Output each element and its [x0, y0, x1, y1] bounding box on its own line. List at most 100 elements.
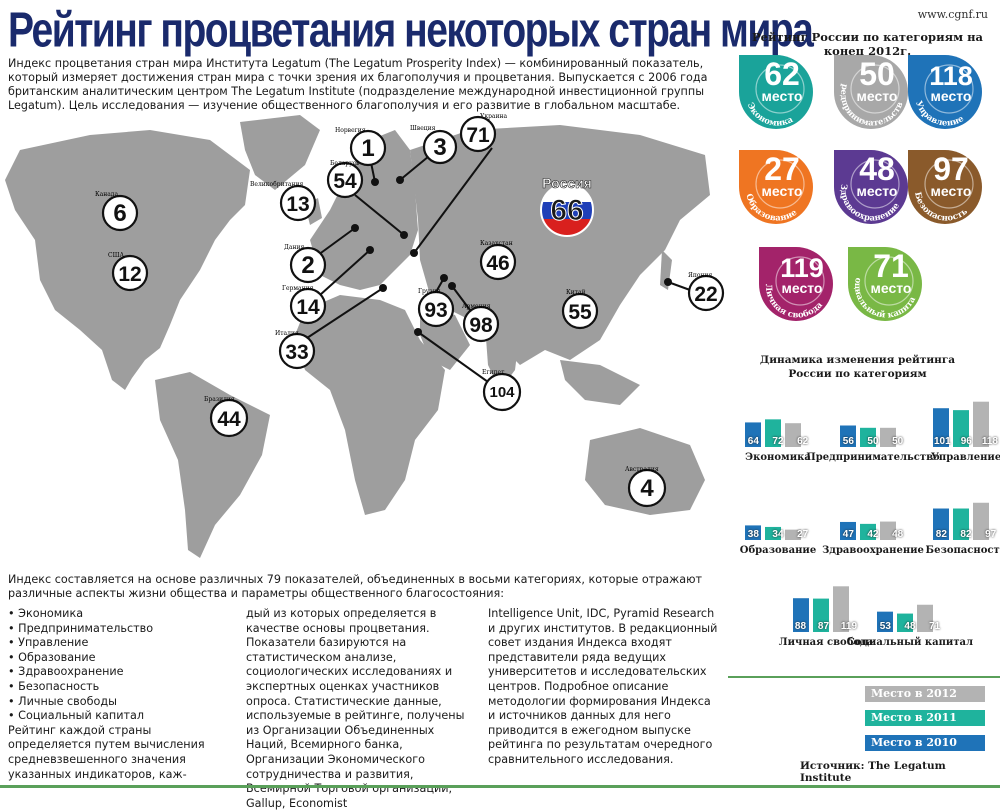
marker-circle: [462, 305, 500, 343]
badge-ring: [924, 64, 974, 114]
list-item: Образование: [8, 651, 236, 666]
europe-shape: [310, 130, 418, 290]
badge-shape: [759, 247, 833, 321]
badge-shape: [834, 150, 908, 224]
marker-circle: [111, 254, 149, 292]
divider: [728, 676, 1000, 678]
bar-value-label: 42: [867, 529, 879, 540]
country-rank: 6: [113, 200, 126, 227]
ranking-badge: 27 место Образование: [737, 148, 815, 226]
bar-value-label: 82: [935, 529, 947, 540]
bar-value-label: 34: [772, 529, 784, 540]
badge-rank: 71: [873, 248, 909, 284]
bar-2010: [840, 425, 856, 447]
bar-values: 47 42 48: [836, 529, 910, 540]
country-rank: 98: [469, 314, 493, 337]
badge-rank: 62: [764, 56, 800, 92]
country-rank: 46: [486, 252, 509, 275]
country-name: Норвегия: [335, 127, 366, 134]
country-rank: 3: [433, 134, 446, 161]
marker-circle: [459, 115, 497, 153]
country-name: Австралия: [625, 466, 659, 473]
bar-2012: [785, 529, 801, 540]
badge-place-word: место: [871, 280, 912, 296]
chart-category-label: Личная свобода: [778, 637, 874, 648]
bar-values: 53 48 71: [873, 621, 947, 632]
badge-shape: [834, 55, 908, 129]
bar-2012: [880, 521, 896, 540]
badge-rank: 27: [764, 151, 800, 187]
country-name: Бразилия: [204, 396, 235, 403]
ranking-badge: 119 место Личная свобода: [757, 245, 835, 323]
badge-place-word: место: [857, 183, 898, 199]
bar-value-label: 101: [934, 436, 951, 447]
bar-value-label: 62: [797, 436, 809, 447]
country-name: Грузия: [418, 288, 441, 295]
marker-circle: [289, 246, 327, 284]
marker-circle: [101, 194, 139, 232]
location-dot: [448, 282, 456, 290]
country-name: Дания: [284, 244, 304, 251]
bar-value-label: 27: [797, 529, 809, 540]
bar-value-label: 56: [842, 436, 854, 447]
bar-2010: [793, 598, 809, 632]
badge-place-word: место: [857, 88, 898, 104]
marker-circle: [349, 129, 387, 167]
country-name: Швеция: [410, 125, 436, 132]
chart-bars: [745, 525, 801, 540]
intro-text: Индекс процветания стран мира Института …: [8, 57, 708, 112]
legend-item-2010: Место в 2010 году: [865, 735, 985, 765]
bar-value-label: 72: [772, 436, 784, 447]
bar-2011: [897, 613, 913, 632]
bar-2011: [813, 598, 829, 632]
location-dot: [440, 274, 448, 282]
marker-circle: [479, 243, 517, 281]
bar-value-label: 48: [904, 621, 916, 632]
badge-rank: 50: [859, 56, 895, 92]
badge-place-word: место: [931, 183, 972, 199]
badge-ring: [864, 256, 914, 306]
legend-item-2012: Место в 2012 году: [865, 686, 985, 716]
list-item: Здравоохранение: [8, 665, 236, 680]
bar-2010: [840, 521, 856, 540]
badge-ring: [850, 159, 900, 209]
bar-value-label: 48: [892, 529, 904, 540]
country-marker: 3 Швеция: [410, 125, 458, 165]
bar-values: 38 34 27: [741, 529, 815, 540]
bar-2010: [933, 408, 949, 447]
ranking-badge: 97 место Безопасность: [906, 148, 984, 226]
marker-circle: [278, 332, 316, 370]
bar-2011: [953, 410, 969, 447]
country-name: Беларусь: [330, 160, 360, 167]
country-rank: 104: [489, 384, 515, 401]
country-marker: 14 Германия: [282, 285, 327, 325]
country-name: Китай: [566, 289, 586, 296]
country-rank: 71: [466, 124, 490, 147]
africa-shape: [295, 295, 445, 515]
location-dot: [414, 328, 422, 336]
bar-values: 82 82 97: [929, 529, 1000, 540]
badge-rank: 118: [929, 61, 973, 91]
badge-rank: 48: [859, 151, 895, 187]
list-item: Предпринимательство: [8, 622, 236, 637]
country-marker: 55 Китай: [561, 289, 599, 330]
chart-category-label: Управление: [930, 452, 1000, 463]
list-item: Социальный капитал: [8, 709, 236, 724]
marker-circle: [417, 290, 455, 328]
bar-value-label: 82: [960, 529, 972, 540]
country-rank: 12: [118, 263, 141, 286]
legend-item-2011: Место в 2011 году: [865, 710, 985, 740]
country-marker: 93 Грузия: [417, 288, 455, 328]
leader-line: [413, 147, 493, 254]
bar-2011: [765, 526, 781, 540]
badge-place-word: место: [762, 88, 803, 104]
location-dot: [664, 278, 672, 286]
list-item: Безопасность: [8, 680, 236, 695]
bar-2012: [880, 427, 896, 447]
